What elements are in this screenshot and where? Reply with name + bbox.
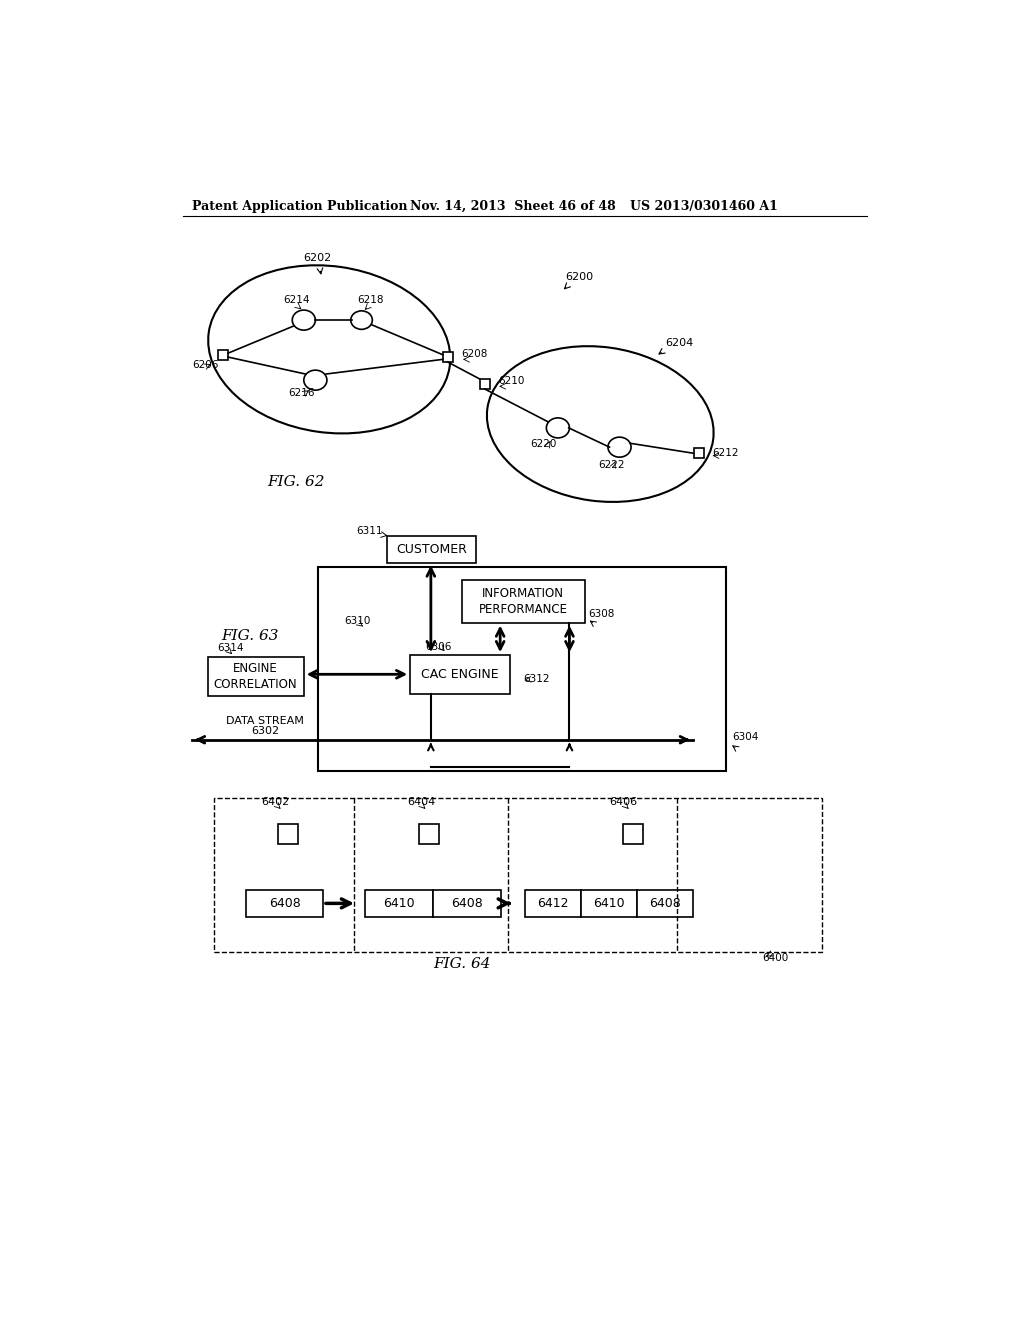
- Text: 6412: 6412: [538, 896, 568, 909]
- FancyBboxPatch shape: [366, 890, 433, 917]
- Text: 6204: 6204: [666, 338, 694, 347]
- FancyBboxPatch shape: [317, 566, 726, 771]
- Text: US 2013/0301460 A1: US 2013/0301460 A1: [630, 199, 777, 213]
- Text: FIG. 62: FIG. 62: [267, 475, 325, 488]
- Text: FIG. 64: FIG. 64: [433, 957, 490, 972]
- Text: 6308: 6308: [589, 609, 615, 619]
- Ellipse shape: [608, 437, 631, 457]
- FancyBboxPatch shape: [433, 890, 501, 917]
- Text: 6218: 6218: [357, 296, 384, 305]
- Ellipse shape: [292, 310, 315, 330]
- FancyBboxPatch shape: [214, 797, 822, 952]
- Text: 6220: 6220: [530, 440, 556, 449]
- Text: 6400: 6400: [762, 953, 788, 962]
- Text: 6408: 6408: [649, 896, 681, 909]
- Text: Patent Application Publication: Patent Application Publication: [193, 199, 408, 213]
- Ellipse shape: [304, 370, 327, 391]
- Text: 6202: 6202: [303, 253, 331, 263]
- Text: 6406: 6406: [609, 797, 637, 808]
- FancyBboxPatch shape: [246, 890, 323, 917]
- FancyBboxPatch shape: [480, 379, 489, 389]
- FancyBboxPatch shape: [694, 449, 703, 458]
- Text: CORRELATION: CORRELATION: [214, 677, 298, 690]
- FancyBboxPatch shape: [279, 825, 298, 845]
- Text: ENGINE: ENGINE: [233, 663, 279, 676]
- Text: 6212: 6212: [712, 447, 738, 458]
- Text: 6200: 6200: [565, 272, 594, 282]
- Text: 6410: 6410: [383, 896, 415, 909]
- FancyBboxPatch shape: [581, 890, 637, 917]
- Text: 6312: 6312: [523, 675, 550, 684]
- Text: 6404: 6404: [408, 797, 436, 808]
- FancyBboxPatch shape: [623, 825, 643, 845]
- FancyBboxPatch shape: [387, 536, 475, 562]
- Text: 6306: 6306: [425, 642, 452, 652]
- Text: 6408: 6408: [452, 896, 483, 909]
- Text: DATA STREAM: DATA STREAM: [226, 717, 304, 726]
- FancyBboxPatch shape: [208, 657, 304, 696]
- Text: Nov. 14, 2013  Sheet 46 of 48: Nov. 14, 2013 Sheet 46 of 48: [410, 199, 615, 213]
- Text: 6408: 6408: [268, 896, 300, 909]
- Text: 6214: 6214: [283, 296, 309, 305]
- Text: 6311: 6311: [356, 527, 382, 536]
- FancyBboxPatch shape: [637, 890, 693, 917]
- Text: 6302: 6302: [251, 726, 280, 737]
- FancyBboxPatch shape: [218, 350, 228, 360]
- Text: FIG. 63: FIG. 63: [221, 628, 279, 643]
- Text: PERFORMANCE: PERFORMANCE: [479, 603, 567, 615]
- Text: CAC ENGINE: CAC ENGINE: [421, 668, 499, 681]
- Text: INFORMATION: INFORMATION: [482, 587, 564, 601]
- Text: 6410: 6410: [593, 896, 625, 909]
- FancyBboxPatch shape: [462, 581, 585, 623]
- Ellipse shape: [547, 418, 569, 438]
- Text: 6402: 6402: [261, 797, 290, 808]
- Text: 6310: 6310: [344, 616, 371, 626]
- Text: 6210: 6210: [499, 376, 525, 385]
- FancyBboxPatch shape: [410, 655, 510, 693]
- FancyBboxPatch shape: [442, 352, 453, 362]
- Text: 6216: 6216: [288, 388, 314, 397]
- Text: 6304: 6304: [732, 731, 759, 742]
- Text: 6314: 6314: [217, 643, 244, 653]
- Text: 6222: 6222: [599, 459, 625, 470]
- Text: 6208: 6208: [462, 348, 488, 359]
- Ellipse shape: [351, 312, 373, 330]
- FancyBboxPatch shape: [419, 825, 439, 845]
- Text: CUSTOMER: CUSTOMER: [396, 543, 467, 556]
- FancyBboxPatch shape: [524, 890, 581, 917]
- Text: 6206: 6206: [193, 360, 218, 370]
